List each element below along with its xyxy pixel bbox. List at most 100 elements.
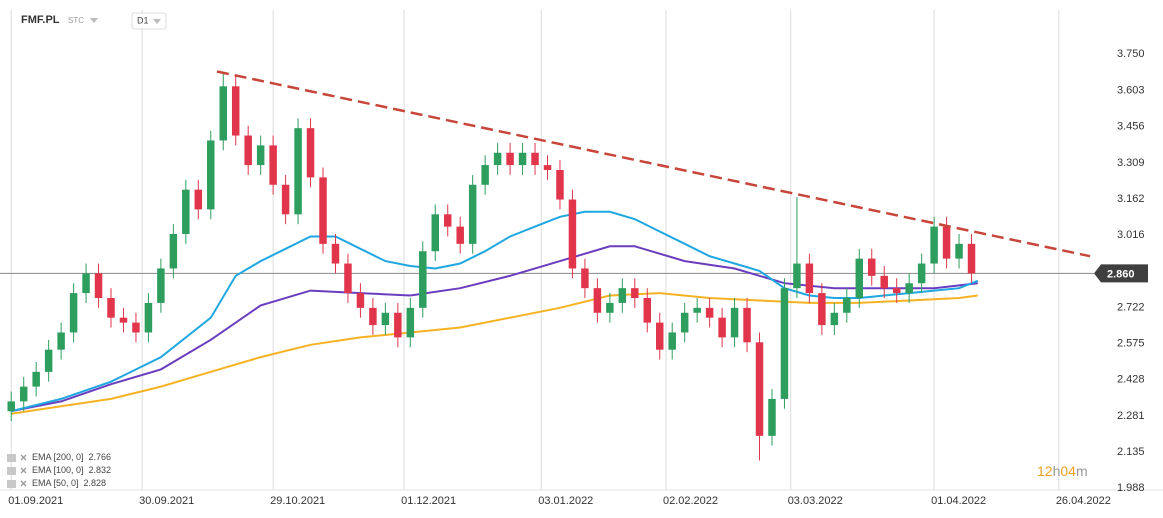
interval-select[interactable] — [131, 12, 167, 30]
y-tick-label: 3.456 — [1117, 121, 1145, 133]
candle-body — [468, 184, 477, 244]
candle-body — [194, 189, 203, 210]
candle-body — [618, 288, 627, 303]
candle-body — [244, 135, 252, 166]
candle-body — [406, 307, 415, 338]
candle-body — [169, 234, 178, 269]
candle-body — [157, 268, 165, 303]
ema-line — [11, 245, 978, 413]
candle-body — [631, 288, 639, 298]
candle-body — [369, 307, 377, 326]
x-tick-label: 26.04.2022 — [1056, 495, 1111, 507]
candle-body — [581, 268, 589, 289]
y-tick-label: 3.750 — [1117, 48, 1145, 60]
candle-body — [568, 199, 577, 269]
last-price-label: 2.860 — [1107, 268, 1135, 280]
candle-body — [905, 283, 913, 294]
candle-body — [94, 273, 103, 298]
candle-body — [207, 140, 215, 210]
candle-body — [281, 184, 290, 215]
candle-body — [743, 307, 751, 343]
candle-body — [381, 312, 390, 326]
candle-body — [231, 86, 240, 136]
countdown-part: h — [1053, 463, 1061, 479]
x-tick-label: 01.12.2021 — [401, 495, 456, 507]
y-tick-label: 2.722 — [1117, 301, 1145, 313]
y-tick-label: 3.309 — [1117, 157, 1145, 169]
candle-body — [556, 170, 564, 200]
candle-body — [730, 307, 739, 338]
candle-body — [431, 214, 439, 252]
x-tick-label: 30.09.2021 — [139, 495, 194, 507]
y-tick-label: 3.603 — [1117, 84, 1145, 96]
candle-body — [531, 152, 539, 166]
countdown-part: 04 — [1060, 463, 1076, 479]
symbol: FMF.PL — [21, 14, 60, 26]
countdown: 12h04m — [1037, 463, 1088, 479]
candle-body — [843, 298, 851, 313]
ema-line — [10, 210, 979, 413]
candle-body — [543, 165, 552, 170]
candle-body — [755, 342, 764, 436]
plot-area — [0, 10, 1094, 490]
candle-body — [656, 322, 664, 350]
y-tick-label: 2.135 — [1117, 446, 1145, 458]
ema-line — [11, 292, 978, 415]
candle-body — [344, 263, 352, 294]
candle-body — [7, 401, 15, 412]
legend-value: 2.828 — [84, 478, 107, 488]
candle-body — [32, 371, 40, 387]
candle-body — [868, 258, 876, 276]
interval[interactable]: D1 — [137, 15, 149, 25]
candle-body — [805, 263, 814, 294]
candle-body — [967, 243, 976, 274]
legend-name: EMA [50, 0] — [32, 478, 79, 488]
candle-body — [930, 226, 938, 264]
candle-body — [680, 312, 689, 333]
legend-name: EMA [100, 0] — [32, 465, 84, 475]
legend-value: 2.766 — [89, 452, 112, 462]
y-tick-label: 2.428 — [1117, 374, 1145, 386]
candle-body — [718, 317, 726, 338]
candle-body — [132, 322, 140, 333]
candle-body — [356, 293, 365, 308]
x-tick-label: 02.02.2022 — [663, 495, 718, 507]
candle-body — [443, 214, 452, 227]
candle-body — [793, 263, 801, 289]
y-tick-label: 2.281 — [1117, 410, 1145, 422]
candle-body — [668, 332, 676, 350]
candle-body — [855, 258, 864, 298]
countdown-part: m — [1076, 463, 1088, 479]
candle-body — [331, 243, 340, 264]
candle-body — [481, 165, 489, 185]
candle-body — [119, 317, 128, 323]
dropdown-arrow[interactable] — [153, 19, 161, 24]
candle-body — [506, 152, 514, 166]
legend-icon — [7, 480, 16, 488]
trend-line — [216, 70, 1091, 258]
candle-body — [107, 298, 115, 318]
candle-body — [818, 293, 826, 326]
candle-body — [705, 307, 714, 318]
candle-body — [955, 243, 963, 259]
y-tick-label: 3.016 — [1117, 229, 1145, 241]
candle-body — [880, 275, 888, 289]
candle-body — [144, 302, 153, 333]
candle-body — [493, 152, 502, 166]
candle-body — [419, 251, 427, 308]
candle-body — [892, 288, 901, 294]
candle-body — [456, 226, 464, 244]
candle-body — [294, 128, 302, 215]
candle-body — [219, 86, 227, 141]
candle-body — [269, 145, 277, 185]
candle-body — [319, 177, 327, 244]
legend-remove — [20, 454, 27, 461]
candle-body — [643, 298, 652, 323]
y-tick-label: 3.162 — [1117, 193, 1145, 205]
instrument-type[interactable]: STC — [68, 16, 84, 25]
legend-icon — [7, 467, 16, 475]
candle-body — [82, 273, 90, 294]
dropdown-arrow[interactable] — [90, 18, 98, 23]
legend-remove — [20, 480, 27, 487]
